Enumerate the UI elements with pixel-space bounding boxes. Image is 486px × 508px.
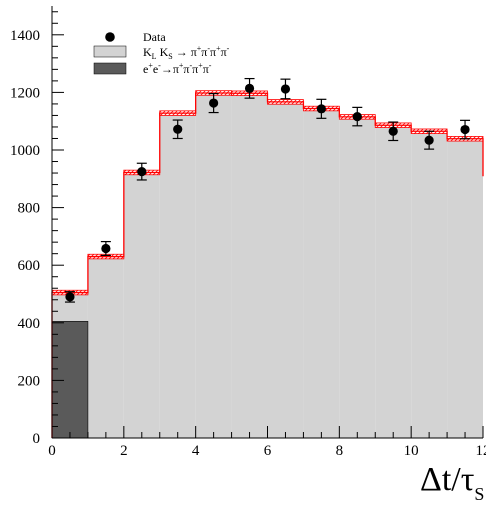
x-tick-label: 4 bbox=[192, 443, 200, 459]
legend-data-marker bbox=[105, 32, 115, 42]
x-tick-label: 0 bbox=[48, 443, 56, 459]
y-tick-label: 200 bbox=[18, 373, 41, 389]
data-point bbox=[101, 243, 111, 254]
signal-bar bbox=[195, 92, 232, 438]
legend-label-data: Data bbox=[143, 30, 166, 44]
signal-bar bbox=[339, 116, 376, 438]
y-tick-label: 0 bbox=[33, 431, 41, 447]
legend-label-background: e+e-→π+π-π+π- bbox=[143, 61, 212, 76]
signal-bar bbox=[303, 108, 340, 438]
y-axis-ticks: 0 200 400 600 800 1000 1200 1400 bbox=[10, 11, 64, 447]
signal-bar bbox=[375, 125, 412, 439]
signal-bar bbox=[87, 256, 124, 438]
data-point bbox=[65, 292, 75, 302]
data-point bbox=[352, 111, 362, 122]
y-tick-label: 800 bbox=[18, 201, 41, 217]
x-axis-title: Δt/τS bbox=[420, 461, 484, 504]
data-point bbox=[173, 124, 183, 134]
data-point bbox=[424, 135, 434, 145]
legend-label-signal: KL KS → π+π-π+π- bbox=[143, 44, 230, 61]
data-point bbox=[244, 83, 255, 93]
signal-bar bbox=[231, 93, 268, 438]
signal-bar bbox=[123, 172, 160, 439]
data-point bbox=[460, 124, 470, 135]
y-tick-label: 1000 bbox=[10, 143, 40, 159]
x-tick-label: 6 bbox=[264, 443, 272, 459]
data-points bbox=[64, 77, 471, 303]
background-bar bbox=[51, 321, 89, 439]
data-point bbox=[280, 84, 291, 94]
signal-histogram bbox=[52, 92, 483, 439]
y-tick-label: 1400 bbox=[10, 28, 40, 44]
legend-background-swatch bbox=[93, 62, 127, 75]
legend-signal-swatch bbox=[93, 45, 127, 58]
x-tick-label: 2 bbox=[120, 443, 128, 459]
y-tick-label: 1200 bbox=[10, 85, 40, 101]
data-point bbox=[209, 98, 219, 108]
x-axis-ticks: 0 2 4 6 8 10 12 bbox=[48, 426, 486, 459]
x-tick-label: 8 bbox=[336, 443, 344, 459]
signal-bar bbox=[411, 131, 448, 438]
signal-bar bbox=[159, 113, 196, 439]
data-point bbox=[316, 104, 326, 114]
background-histogram bbox=[51, 321, 89, 439]
signal-bar bbox=[267, 101, 304, 439]
legend: Data KL KS → π+π-π+π- e+e-→π+π-π+π- bbox=[93, 30, 230, 76]
x-tick-label: 10 bbox=[404, 443, 419, 459]
y-tick-label: 600 bbox=[18, 258, 41, 274]
data-point bbox=[388, 126, 398, 136]
y-tick-label: 400 bbox=[18, 316, 41, 332]
data-point bbox=[137, 167, 147, 177]
signal-bar bbox=[447, 138, 483, 438]
x-tick-label: 12 bbox=[476, 443, 486, 459]
model-line bbox=[51, 92, 484, 438]
